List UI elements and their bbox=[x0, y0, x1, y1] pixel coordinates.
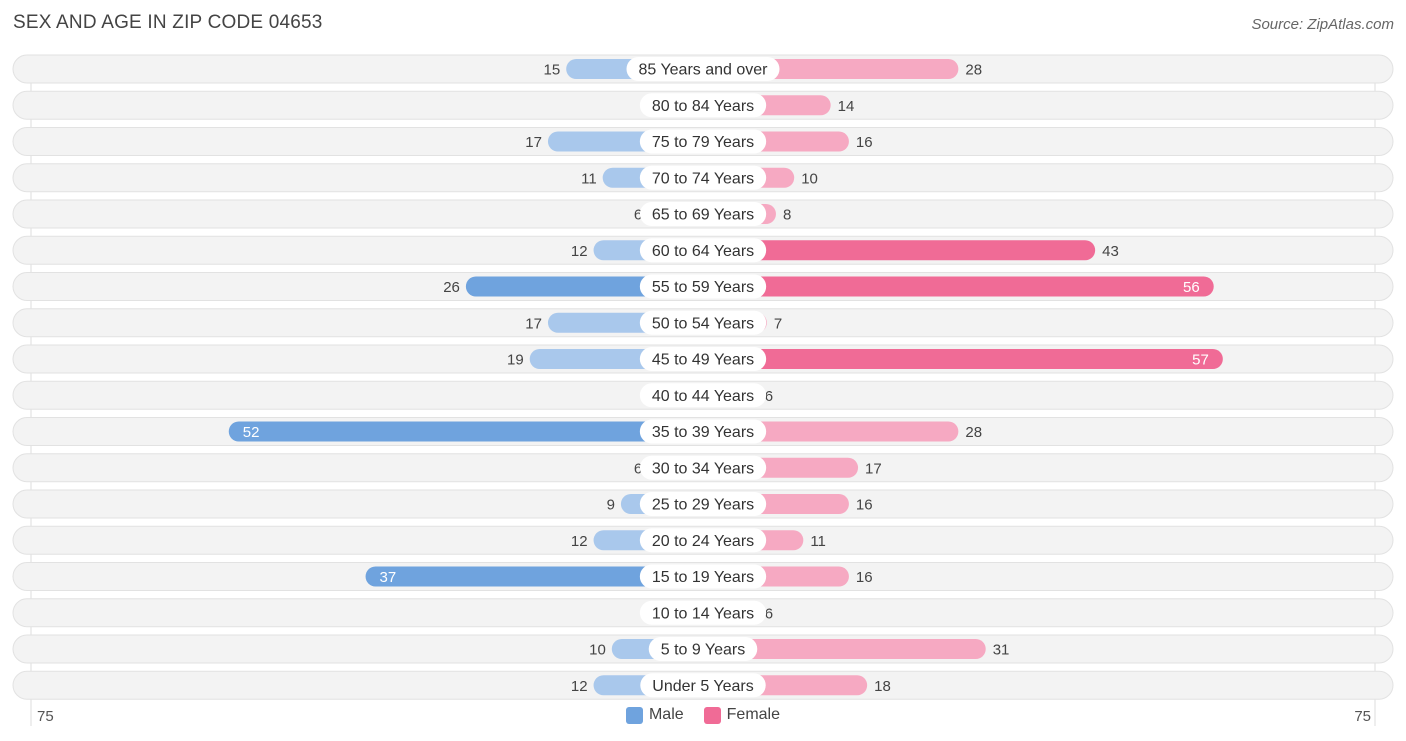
category-label: 80 to 84 Years bbox=[652, 98, 754, 115]
male-value-label: 52 bbox=[243, 424, 260, 441]
male-value-label: 19 bbox=[507, 352, 524, 369]
category-label-pill bbox=[626, 57, 780, 81]
male-bar bbox=[228, 421, 703, 442]
female-value-label: 17 bbox=[865, 460, 882, 477]
female-value-label: 6 bbox=[765, 388, 773, 405]
male-value-label: 12 bbox=[571, 533, 588, 550]
category-label-pill bbox=[639, 310, 767, 335]
legend-item-male[interactable]: Male bbox=[625, 706, 684, 724]
legend: Male Female bbox=[0, 706, 1406, 724]
legend-label-male: Male bbox=[648, 706, 684, 723]
female-value-label: 7 bbox=[774, 315, 782, 332]
category-label-pill bbox=[639, 93, 767, 118]
female-value-label: 57 bbox=[1192, 352, 1209, 369]
female-value-label: 16 bbox=[856, 569, 873, 586]
male-value-label: 9 bbox=[607, 497, 615, 514]
category-label-pill bbox=[639, 383, 767, 408]
category-label: 85 Years and over bbox=[639, 62, 769, 79]
category-label-pill bbox=[640, 673, 766, 698]
male-value-label: 17 bbox=[525, 315, 542, 332]
category-label-pill bbox=[639, 528, 767, 553]
category-label: 15 to 19 Years bbox=[652, 569, 754, 586]
female-value-label: 18 bbox=[874, 678, 891, 695]
female-value-label: 11 bbox=[810, 533, 826, 550]
category-label: 50 to 54 Years bbox=[652, 315, 754, 332]
category-label: 70 to 74 Years bbox=[652, 170, 754, 187]
female-value-label: 16 bbox=[856, 497, 873, 514]
female-bar bbox=[703, 639, 986, 659]
category-label: 10 to 14 Years bbox=[652, 605, 754, 622]
category-label-pill bbox=[639, 129, 767, 154]
female-bar bbox=[703, 421, 959, 442]
male-value-label: 6 bbox=[634, 460, 642, 477]
category-label: 60 to 64 Years bbox=[652, 243, 754, 260]
category-label: 5 to 9 Years bbox=[661, 642, 746, 659]
female-value-label: 14 bbox=[838, 98, 855, 115]
female-bar bbox=[703, 276, 1214, 297]
category-label-pill bbox=[639, 274, 767, 299]
female-value-label: 28 bbox=[965, 424, 982, 441]
female-value-label: 28 bbox=[965, 62, 982, 79]
male-value-label: 12 bbox=[571, 243, 588, 260]
male-value-label: 11 bbox=[581, 170, 597, 187]
female-bar bbox=[703, 349, 1223, 369]
category-label-pill bbox=[639, 165, 767, 190]
female-value-label: 8 bbox=[783, 207, 791, 224]
category-label-pill bbox=[639, 202, 767, 226]
category-label: 20 to 24 Years bbox=[652, 533, 754, 550]
male-bar bbox=[365, 566, 703, 587]
legend-item-female[interactable]: Female bbox=[703, 706, 781, 724]
legend-swatch-male bbox=[625, 706, 643, 724]
category-label-pill bbox=[639, 492, 767, 516]
axis-right-label: 75 bbox=[1354, 708, 1371, 725]
category-label: 35 to 39 Years bbox=[652, 424, 754, 441]
category-label: 65 to 69 Years bbox=[652, 207, 754, 224]
male-value-label: 17 bbox=[525, 134, 542, 151]
chart-source: Source: ZipAtlas.com bbox=[1251, 16, 1394, 33]
category-label-pill bbox=[639, 419, 767, 444]
female-value-label: 10 bbox=[801, 170, 818, 187]
category-label: 30 to 34 Years bbox=[652, 460, 754, 477]
female-value-label: 43 bbox=[1102, 243, 1119, 260]
chart-title: SEX AND AGE IN ZIP CODE 04653 bbox=[13, 12, 323, 33]
category-label-pill bbox=[648, 637, 758, 661]
axis-left-label: 75 bbox=[37, 708, 54, 725]
male-value-label: 37 bbox=[380, 569, 397, 586]
male-value-label: 10 bbox=[589, 642, 606, 659]
category-label-pill bbox=[639, 347, 767, 371]
category-label: 40 to 44 Years bbox=[652, 388, 754, 405]
male-value-label: 15 bbox=[544, 62, 561, 79]
female-value-label: 56 bbox=[1183, 279, 1200, 296]
male-value-label: 12 bbox=[571, 678, 588, 695]
category-label-pill bbox=[639, 238, 767, 263]
category-label-pill bbox=[639, 455, 767, 480]
category-label-pill bbox=[639, 564, 767, 589]
male-value-label: 26 bbox=[443, 279, 460, 296]
legend-label-female: Female bbox=[726, 706, 781, 723]
category-label: Under 5 Years bbox=[652, 678, 753, 695]
category-label: 45 to 49 Years bbox=[652, 352, 754, 369]
legend-swatch-female bbox=[703, 706, 721, 724]
female-value-label: 6 bbox=[765, 605, 773, 622]
category-label: 25 to 29 Years bbox=[652, 497, 754, 514]
female-value-label: 16 bbox=[856, 134, 873, 151]
female-bar bbox=[703, 240, 1096, 261]
category-label: 75 to 79 Years bbox=[652, 134, 754, 151]
female-value-label: 31 bbox=[993, 642, 1010, 659]
male-value-label: 6 bbox=[634, 207, 642, 224]
category-label-pill bbox=[639, 600, 767, 625]
category-label: 55 to 59 Years bbox=[652, 279, 754, 296]
